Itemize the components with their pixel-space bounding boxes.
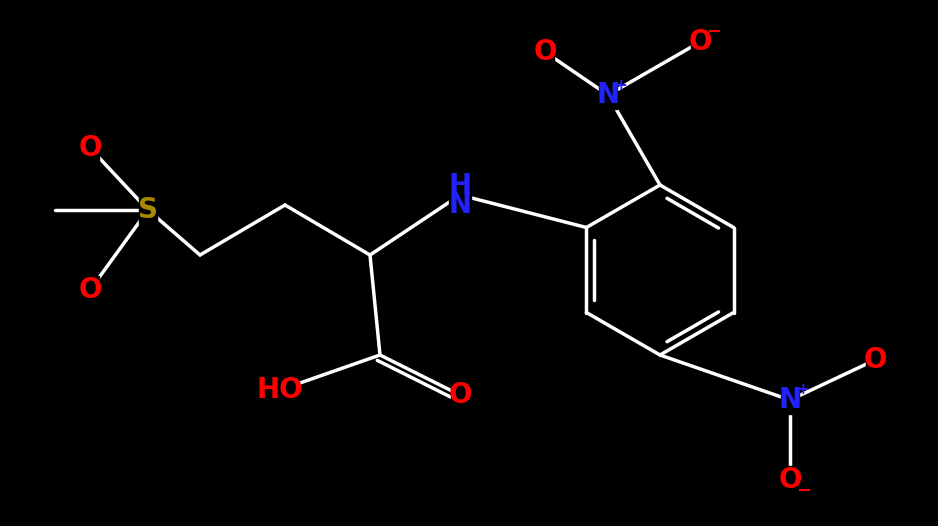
Bar [81, 276, 99, 304]
Bar [599, 81, 617, 109]
Text: O: O [688, 28, 712, 56]
Text: HO: HO [257, 376, 303, 404]
Bar [449, 175, 471, 215]
Text: −: − [796, 482, 811, 500]
Text: O: O [533, 38, 557, 66]
Text: S: S [138, 196, 158, 224]
Bar [781, 466, 799, 494]
Text: O: O [863, 346, 886, 374]
Bar [81, 134, 99, 162]
Bar [139, 196, 157, 224]
Bar [691, 28, 709, 56]
Text: O: O [78, 134, 101, 162]
Bar [451, 381, 469, 409]
Text: N: N [448, 191, 472, 219]
Bar [536, 38, 554, 66]
Text: O: O [448, 381, 472, 409]
Text: −: − [706, 23, 721, 41]
Bar [866, 346, 884, 374]
Text: O: O [78, 276, 101, 304]
Text: +: + [796, 382, 809, 398]
Bar [781, 386, 799, 414]
Text: N: N [779, 386, 802, 414]
Text: H: H [448, 172, 472, 200]
Text: N: N [597, 81, 620, 109]
Text: +: + [614, 77, 628, 93]
Text: O: O [779, 466, 802, 494]
Bar [265, 376, 295, 404]
